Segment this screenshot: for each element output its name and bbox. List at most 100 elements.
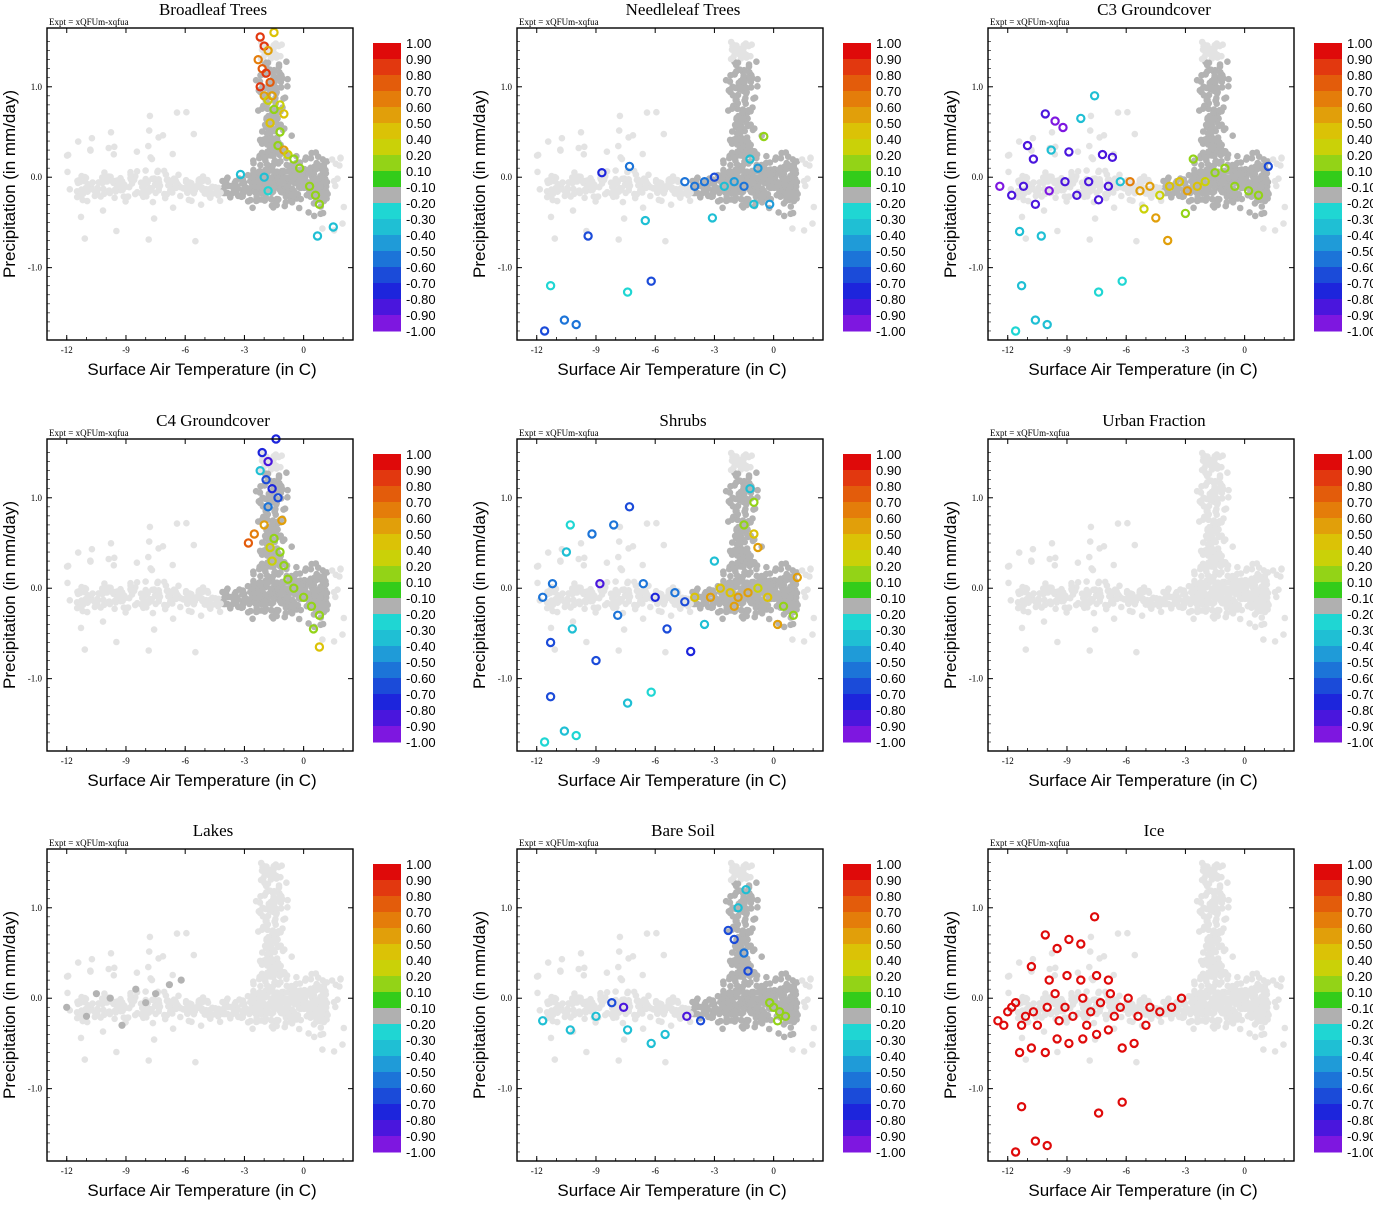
- background-point: [776, 578, 783, 585]
- data-point: [547, 693, 554, 700]
- colorbar-label: 0.70: [406, 495, 431, 510]
- background-point: [730, 503, 737, 510]
- colorbar-label: -0.30: [406, 212, 436, 227]
- background-point: [332, 183, 339, 190]
- background-point: [262, 533, 269, 540]
- colorbar-label: 0.70: [876, 84, 901, 99]
- background-point: [174, 109, 181, 116]
- background-point: [257, 549, 264, 556]
- background-point: [617, 113, 624, 120]
- background-point: [1204, 62, 1211, 69]
- x-tick-label: 0: [301, 756, 306, 766]
- background-point: [1049, 129, 1056, 136]
- background-point: [169, 151, 176, 158]
- background-point: [730, 154, 737, 161]
- background-point: [728, 56, 735, 63]
- background-point: [776, 167, 783, 174]
- background-point: [728, 39, 735, 46]
- background-point: [1277, 162, 1284, 169]
- data-point: [624, 289, 631, 296]
- x-tick-label: -6: [651, 345, 659, 355]
- background-point: [257, 138, 264, 145]
- background-point: [727, 573, 734, 580]
- background-point: [535, 152, 542, 159]
- background-point: [230, 190, 237, 197]
- background-point: [125, 193, 132, 200]
- background-point: [242, 598, 249, 605]
- background-point: [253, 194, 260, 201]
- colorbar-label: -0.60: [1347, 260, 1373, 275]
- background-point: [188, 198, 195, 205]
- data-point: [1077, 115, 1084, 122]
- background-point: [562, 188, 569, 195]
- background-point: [1017, 193, 1024, 200]
- background-point: [183, 109, 190, 116]
- background-point: [192, 184, 199, 191]
- background-point: [1224, 58, 1231, 65]
- background-point: [145, 647, 152, 654]
- background-point: [668, 201, 675, 208]
- background-point: [1198, 171, 1205, 178]
- background-point: [144, 591, 151, 598]
- background-point: [720, 169, 727, 176]
- background-point: [1254, 175, 1261, 182]
- background-point: [169, 178, 176, 185]
- background-point: [1199, 39, 1206, 46]
- background-point: [1199, 56, 1206, 63]
- data-point: [794, 574, 801, 581]
- background-point: [546, 604, 553, 611]
- background-point: [64, 580, 71, 587]
- background-point: [1137, 177, 1144, 184]
- background-point: [809, 220, 816, 227]
- background-point: [775, 180, 782, 187]
- background-point: [264, 572, 271, 579]
- background-point: [653, 109, 660, 116]
- data-point: [1042, 110, 1049, 117]
- background-point: [1246, 180, 1253, 187]
- background-point: [639, 562, 646, 569]
- background-point: [215, 603, 222, 610]
- colorbar-label: 0.80: [406, 68, 431, 83]
- background-point: [1206, 113, 1213, 120]
- x-tick-label: -9: [1063, 345, 1071, 355]
- background-point: [1229, 162, 1236, 169]
- background-point: [105, 556, 112, 563]
- colorbar-label: 0.70: [876, 495, 901, 510]
- colorbar-segment: [373, 694, 401, 711]
- background-point: [1282, 204, 1289, 211]
- background-point: [127, 580, 134, 587]
- background-point: [145, 236, 152, 243]
- colorbar-label: -0.40: [1347, 228, 1373, 243]
- background-point: [284, 494, 291, 501]
- colorbar-label: -0.80: [1347, 292, 1373, 307]
- colorbar-segment: [373, 187, 401, 204]
- background-point: [84, 609, 91, 616]
- background-point: [581, 144, 588, 151]
- background-point: [661, 131, 668, 138]
- background-point: [595, 604, 602, 611]
- background-point: [283, 469, 290, 476]
- background-point: [147, 113, 154, 120]
- colorbar-label: -0.30: [406, 623, 436, 638]
- background-point: [1190, 205, 1197, 212]
- background-point: [738, 607, 745, 614]
- colorbar-segment: [373, 630, 401, 647]
- background-point: [100, 618, 107, 625]
- background-point: [305, 209, 312, 216]
- background-point: [802, 183, 809, 190]
- colorbar-label: -0.70: [406, 276, 436, 291]
- y-tick-label: 1.0: [501, 493, 513, 503]
- background-point: [1016, 138, 1023, 145]
- background-point: [616, 538, 623, 545]
- colorbar-label: -0.70: [876, 687, 906, 702]
- colorbar-segment: [1314, 43, 1342, 60]
- colorbar-label: 0.80: [876, 68, 901, 83]
- background-point: [581, 151, 588, 158]
- background-point: [735, 51, 742, 58]
- colorbar-segment: [843, 518, 871, 535]
- background-point: [792, 170, 799, 177]
- background-point: [570, 207, 577, 214]
- background-point: [329, 567, 336, 574]
- background-point: [806, 162, 813, 169]
- background-point: [67, 597, 74, 604]
